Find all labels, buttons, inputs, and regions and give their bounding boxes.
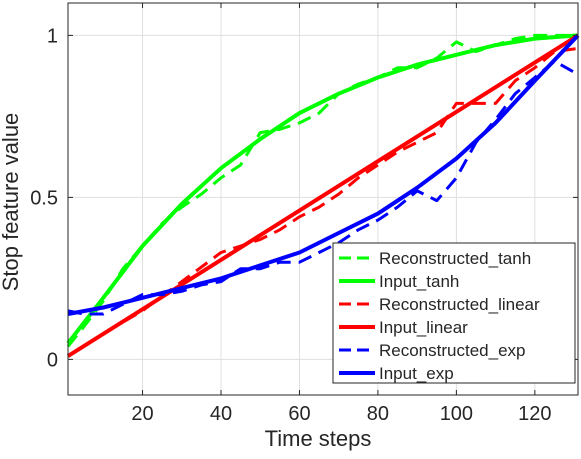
legend-label-reconstructed-exp: Reconstructed_exp (379, 341, 525, 360)
x-tick-label: 60 (288, 403, 310, 425)
series-reconstructed-linear (67, 46, 579, 358)
x-tick-label: 120 (518, 403, 551, 425)
y-tick-label: 0 (47, 349, 58, 371)
plot-frame (67, 2, 579, 396)
series-lines (66, 33, 580, 358)
y-tick-label: 1 (47, 25, 58, 47)
legend-box (332, 242, 576, 384)
x-tick-label: 40 (210, 403, 232, 425)
x-axis-label: Time steps (265, 426, 372, 451)
x-tick-label: 80 (367, 403, 389, 425)
legend-label-input-tanh: Input_tanh (379, 272, 459, 291)
tick-labels: 20 40 60 80 100 120 0 0.5 1 (30, 25, 551, 425)
series-reconstructed-tanh (66, 33, 578, 348)
legend-label-reconstructed-tanh: Reconstructed_tanh (379, 249, 531, 268)
legend: Reconstructed_tanh Input_tanh Reconstructe… (332, 242, 576, 384)
axes (67, 2, 579, 396)
series-reconstructed-exp (67, 59, 579, 316)
legend-label-reconstructed-linear: Reconstructed_linear (379, 295, 540, 314)
legend-label-input-linear: Input_linear (379, 318, 468, 337)
x-tick-label: 20 (131, 403, 153, 425)
legend-label-input-exp: Input_exp (379, 364, 454, 383)
y-axis-label: Stop feature value (0, 113, 23, 292)
x-tick-label: 100 (440, 403, 473, 425)
y-tick-label: 0.5 (30, 187, 58, 209)
